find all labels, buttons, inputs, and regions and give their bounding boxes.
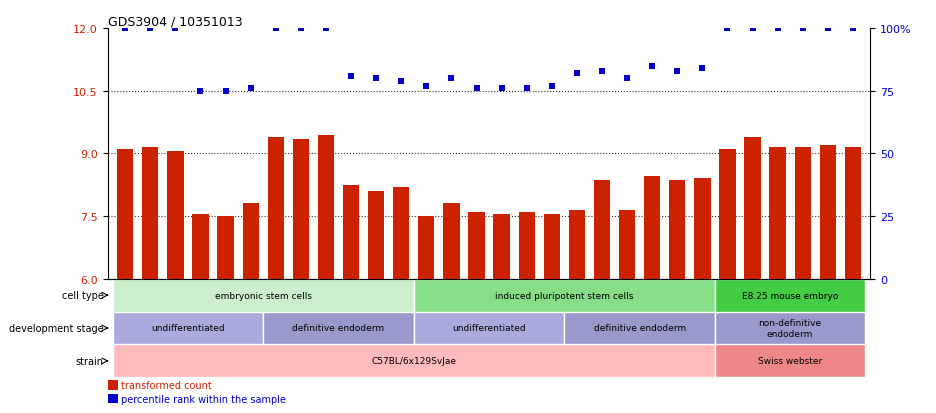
- Point: [519, 85, 534, 92]
- Text: strain: strain: [76, 356, 104, 366]
- Bar: [544, 214, 560, 279]
- Text: embryonic stem cells: embryonic stem cells: [214, 291, 312, 300]
- Point: [720, 26, 735, 32]
- Point: [418, 83, 433, 90]
- Point: [293, 26, 308, 32]
- Text: definitive endoderm: definitive endoderm: [593, 324, 686, 332]
- Bar: [112, 312, 263, 344]
- Bar: [715, 312, 866, 344]
- Bar: [293, 139, 309, 279]
- Bar: [268, 137, 284, 279]
- Point: [218, 88, 233, 95]
- Bar: [719, 150, 736, 279]
- Point: [369, 76, 384, 82]
- Point: [820, 26, 835, 32]
- Bar: [168, 152, 183, 279]
- Bar: [217, 216, 234, 279]
- Bar: [695, 179, 710, 279]
- Bar: [418, 216, 434, 279]
- Bar: [569, 210, 585, 279]
- Bar: [744, 137, 761, 279]
- Point: [695, 66, 709, 72]
- Text: non-definitive
endoderm: non-definitive endoderm: [758, 318, 822, 338]
- Point: [620, 76, 635, 82]
- Bar: [414, 279, 715, 312]
- Point: [269, 26, 284, 32]
- Point: [469, 85, 484, 92]
- Point: [494, 85, 509, 92]
- Point: [243, 85, 258, 92]
- Bar: [564, 312, 715, 344]
- Text: percentile rank within the sample: percentile rank within the sample: [122, 394, 286, 404]
- Bar: [845, 148, 861, 279]
- Text: C57BL/6x129SvJae: C57BL/6x129SvJae: [372, 356, 456, 366]
- Point: [444, 76, 459, 82]
- Bar: [108, 394, 118, 404]
- Bar: [769, 148, 786, 279]
- Bar: [593, 181, 610, 279]
- Point: [318, 26, 333, 32]
- Bar: [820, 146, 836, 279]
- Bar: [117, 150, 133, 279]
- Point: [118, 26, 133, 32]
- Bar: [715, 344, 866, 377]
- Bar: [795, 148, 811, 279]
- Text: GDS3904 / 10351013: GDS3904 / 10351013: [108, 16, 242, 29]
- Bar: [393, 187, 409, 279]
- Point: [569, 71, 584, 77]
- Text: undifferentiated: undifferentiated: [452, 324, 526, 332]
- Bar: [192, 214, 209, 279]
- Bar: [343, 185, 359, 279]
- Point: [168, 26, 183, 32]
- Bar: [644, 177, 660, 279]
- Bar: [519, 212, 534, 279]
- Bar: [444, 204, 460, 279]
- Bar: [368, 192, 385, 279]
- Text: definitive endoderm: definitive endoderm: [292, 324, 385, 332]
- Text: transformed count: transformed count: [122, 380, 212, 390]
- Point: [796, 26, 811, 32]
- Bar: [142, 148, 158, 279]
- Point: [594, 68, 609, 75]
- Point: [645, 63, 660, 70]
- Bar: [112, 344, 715, 377]
- Text: Swiss webster: Swiss webster: [758, 356, 823, 366]
- Bar: [715, 279, 866, 312]
- Text: cell type: cell type: [62, 290, 104, 300]
- Bar: [318, 135, 334, 279]
- Point: [344, 73, 358, 80]
- Text: undifferentiated: undifferentiated: [151, 324, 225, 332]
- Bar: [619, 210, 636, 279]
- Point: [545, 83, 560, 90]
- Text: E8.25 mouse embryo: E8.25 mouse embryo: [742, 291, 839, 300]
- Bar: [263, 312, 414, 344]
- Point: [193, 88, 208, 95]
- Text: induced pluripotent stem cells: induced pluripotent stem cells: [495, 291, 634, 300]
- Bar: [414, 312, 564, 344]
- Point: [143, 26, 158, 32]
- Bar: [669, 181, 685, 279]
- Bar: [468, 212, 485, 279]
- Point: [770, 26, 785, 32]
- Point: [745, 26, 760, 32]
- Bar: [242, 204, 259, 279]
- Bar: [493, 214, 510, 279]
- Point: [670, 68, 685, 75]
- Text: development stage: development stage: [9, 323, 104, 333]
- Bar: [108, 380, 118, 390]
- Bar: [112, 279, 414, 312]
- Point: [394, 78, 409, 85]
- Point: [845, 26, 860, 32]
